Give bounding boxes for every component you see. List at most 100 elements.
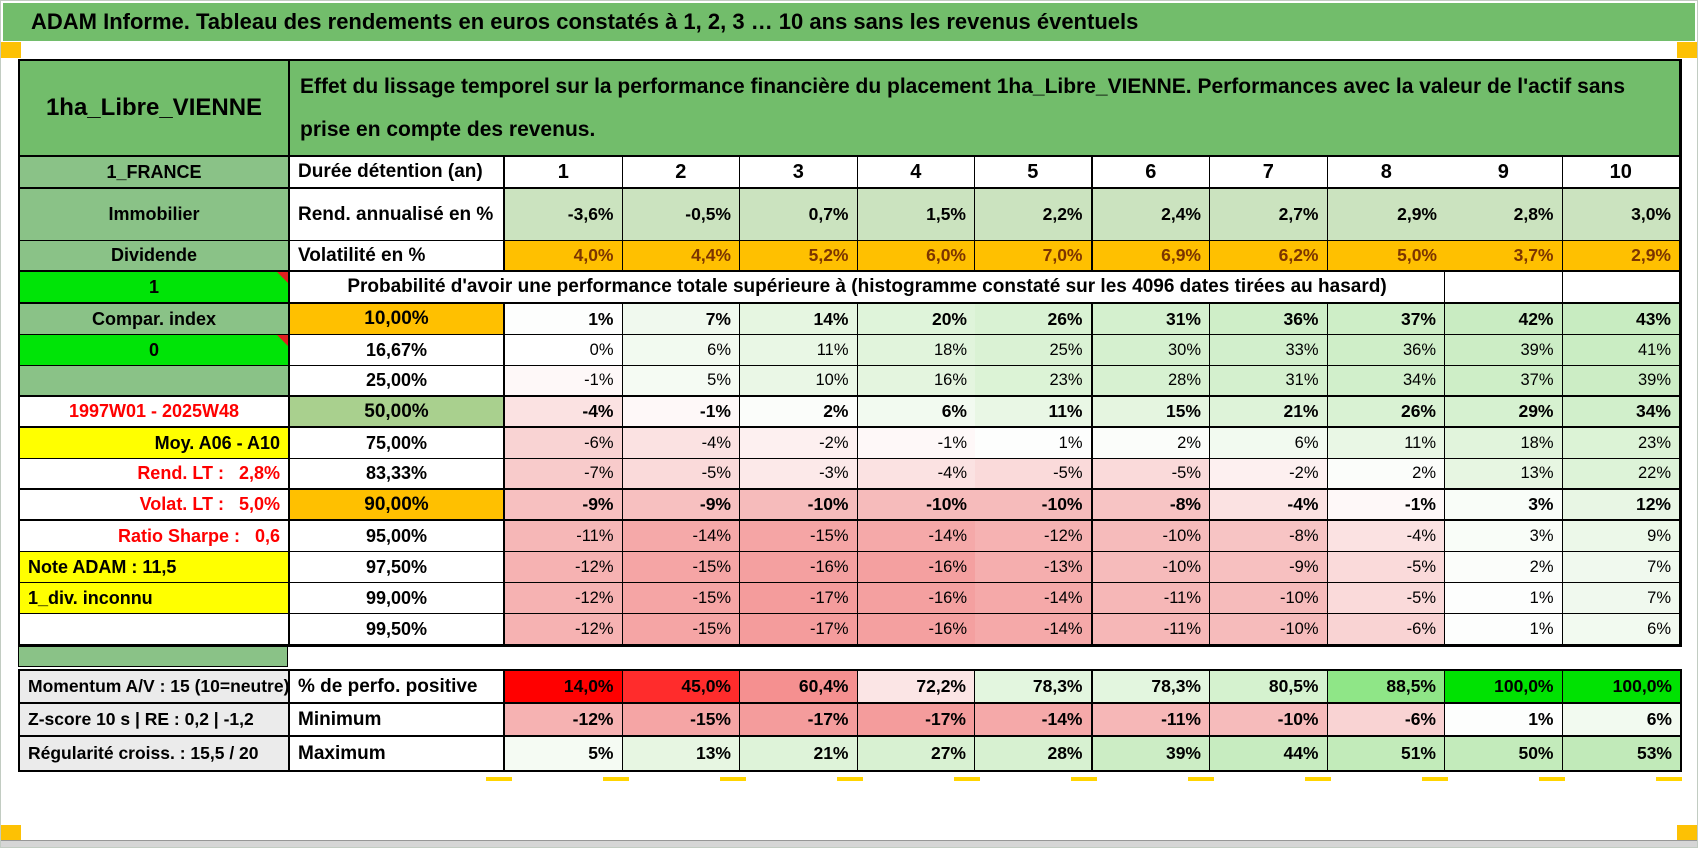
probability-value-cell[interactable]: 6% [857, 397, 975, 428]
annualized-return-cell[interactable]: 2,8% [1445, 189, 1563, 241]
duration-label-cell[interactable]: Durée détention (an) [290, 157, 505, 189]
separator-green-cell[interactable] [18, 647, 288, 667]
probability-value-cell[interactable]: 29% [1445, 397, 1563, 428]
probability-value-cell[interactable]: -12% [505, 583, 623, 614]
duration-year-cell[interactable]: 4 [857, 157, 975, 189]
probability-value-cell[interactable]: -12% [505, 552, 623, 583]
summary-value-cell[interactable]: 28% [975, 737, 1093, 770]
probability-value-cell[interactable]: -6% [505, 428, 623, 459]
summary-value-cell[interactable]: 78,3% [1092, 671, 1210, 704]
probability-value-cell[interactable]: -11% [1092, 583, 1210, 614]
left-label-cell[interactable]: Ratio Sharpe : 0,6 [20, 521, 290, 552]
annualized-return-cell[interactable]: -0,5% [622, 189, 740, 241]
left-label-cell[interactable]: 1997W01 - 2025W48 [20, 397, 290, 428]
summary-value-cell[interactable]: 100,0% [1562, 671, 1680, 704]
probability-value-cell[interactable]: -15% [622, 614, 740, 645]
annualized-return-cell[interactable]: 2,7% [1210, 189, 1328, 241]
annualized-return-cell[interactable]: 2,4% [1092, 189, 1210, 241]
summary-value-cell[interactable]: -11% [1092, 704, 1210, 737]
probability-value-cell[interactable]: 18% [857, 335, 975, 366]
summary-value-cell[interactable]: 53% [1562, 737, 1680, 770]
probability-value-cell[interactable]: 25% [975, 335, 1093, 366]
probability-value-cell[interactable]: -7% [505, 459, 623, 490]
probability-value-cell[interactable]: -10% [975, 490, 1093, 521]
probability-row-label-cell[interactable]: 99,00% [290, 583, 505, 614]
left-label-cell[interactable]: 1_div. inconnu [20, 583, 290, 614]
probability-value-cell[interactable]: 41% [1562, 335, 1680, 366]
probability-value-cell[interactable]: 11% [740, 335, 858, 366]
probability-value-cell[interactable]: -6% [1327, 614, 1445, 645]
duration-year-cell[interactable]: 1 [505, 157, 623, 189]
probability-value-cell[interactable]: 31% [1092, 304, 1210, 335]
probability-value-cell[interactable]: 12% [1562, 490, 1680, 521]
probability-value-cell[interactable]: 36% [1210, 304, 1328, 335]
summary-value-cell[interactable]: 78,3% [975, 671, 1093, 704]
horizontal-scrollbar[interactable] [1, 840, 1697, 847]
summary-value-cell[interactable]: 1% [1445, 704, 1563, 737]
probability-value-cell[interactable]: 23% [975, 366, 1093, 397]
summary-value-cell[interactable]: 45,0% [622, 671, 740, 704]
probability-row-label-cell[interactable]: 75,00% [290, 428, 505, 459]
summary-value-cell[interactable]: 100,0% [1445, 671, 1563, 704]
annualized-return-label-cell[interactable]: Rend. annualisé en % [290, 189, 505, 241]
probability-value-cell[interactable]: -16% [740, 552, 858, 583]
annualized-return-cell[interactable]: 0,7% [740, 189, 858, 241]
table-description-cell[interactable]: Effet du lissage temporel sur la perform… [290, 61, 1680, 157]
summary-value-cell[interactable]: 44% [1210, 737, 1328, 770]
probability-value-cell[interactable]: -10% [857, 490, 975, 521]
probability-value-cell[interactable]: 10% [740, 366, 858, 397]
probability-value-cell[interactable]: -14% [857, 521, 975, 552]
probability-value-cell[interactable]: -4% [1327, 521, 1445, 552]
probability-value-cell[interactable]: -10% [1092, 552, 1210, 583]
probability-row-label-cell[interactable]: 90,00% [290, 490, 505, 521]
probability-value-cell[interactable]: -12% [505, 614, 623, 645]
probability-value-cell[interactable]: 26% [1327, 397, 1445, 428]
probability-value-cell[interactable]: -1% [1327, 490, 1445, 521]
summary-value-cell[interactable]: 88,5% [1327, 671, 1445, 704]
probability-value-cell[interactable]: -9% [1210, 552, 1328, 583]
probability-value-cell[interactable]: 30% [1092, 335, 1210, 366]
probability-value-cell[interactable]: -5% [1327, 583, 1445, 614]
summary-value-cell[interactable]: 50% [1445, 737, 1563, 770]
probability-value-cell[interactable]: -17% [740, 583, 858, 614]
probability-value-cell[interactable]: -1% [622, 397, 740, 428]
duration-year-cell[interactable]: 5 [975, 157, 1093, 189]
title-banner-cell[interactable]: ADAM Informe. Tableau des rendements en … [3, 3, 1695, 41]
probability-value-cell[interactable]: 34% [1562, 397, 1680, 428]
volatility-label-cell[interactable]: Volatilité en % [290, 241, 505, 272]
probability-value-cell[interactable]: -5% [975, 459, 1093, 490]
probability-value-cell[interactable]: -4% [1210, 490, 1328, 521]
left-label-cell[interactable] [20, 614, 290, 645]
probability-value-cell[interactable]: -10% [1092, 521, 1210, 552]
summary-value-cell[interactable]: -12% [505, 704, 623, 737]
summary-value-cell[interactable]: 21% [740, 737, 858, 770]
probability-value-cell[interactable]: 3% [1445, 490, 1563, 521]
volatility-cell[interactable]: 6,9% [1092, 241, 1210, 272]
annualized-return-cell[interactable]: 2,9% [1327, 189, 1445, 241]
probability-value-cell[interactable]: 0% [505, 335, 623, 366]
probability-value-cell[interactable]: 39% [1445, 335, 1563, 366]
summary-label-cell[interactable]: Z-score 10 s | RE : 0,2 | -1,2 [20, 704, 290, 737]
summary-label-cell[interactable]: Régularité croiss. : 15,5 / 20 [20, 737, 290, 770]
volatility-cell[interactable]: 5,0% [1327, 241, 1445, 272]
probability-value-cell[interactable]: 33% [1210, 335, 1328, 366]
probability-value-cell[interactable]: 21% [1210, 397, 1328, 428]
probability-value-cell[interactable]: 14% [740, 304, 858, 335]
duration-year-cell[interactable]: 3 [740, 157, 858, 189]
summary-value-cell[interactable]: 80,5% [1210, 671, 1328, 704]
probability-value-cell[interactable]: -1% [857, 428, 975, 459]
probability-value-cell[interactable]: 13% [1445, 459, 1563, 490]
summary-value-cell[interactable]: -6% [1327, 704, 1445, 737]
probability-value-cell[interactable]: -5% [622, 459, 740, 490]
empty-cell[interactable] [1562, 272, 1680, 304]
annualized-return-cell[interactable]: 1,5% [857, 189, 975, 241]
left-label-cell[interactable]: 0 [20, 335, 290, 366]
summary-value-cell[interactable]: -14% [975, 704, 1093, 737]
probability-value-cell[interactable]: -16% [857, 583, 975, 614]
probability-row-label-cell[interactable]: 97,50% [290, 552, 505, 583]
probability-value-cell[interactable]: 2% [1092, 428, 1210, 459]
summary-value-cell[interactable]: -17% [857, 704, 975, 737]
probability-value-cell[interactable]: 26% [975, 304, 1093, 335]
probability-row-label-cell[interactable]: 16,67% [290, 335, 505, 366]
volatility-cell[interactable]: 6,2% [1210, 241, 1328, 272]
